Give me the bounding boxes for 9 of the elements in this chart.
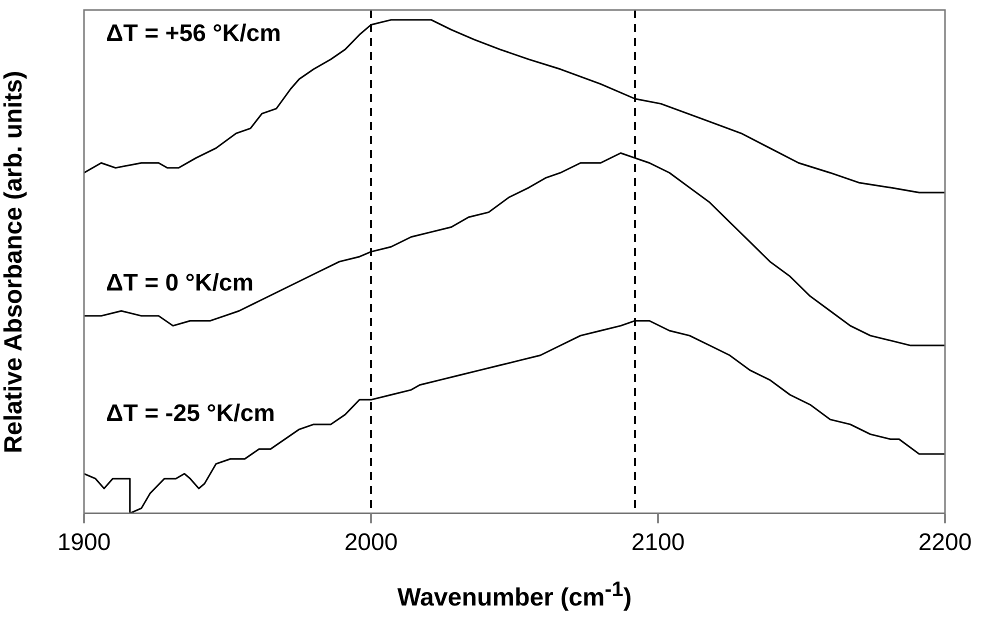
x-tick-label: 2100	[631, 529, 685, 556]
x-tick-label: 1900	[57, 529, 111, 556]
series-label: ΔT = 0 °K/cm	[106, 269, 254, 296]
y-axis-title: Relative Absorbance (arb. units)	[0, 70, 28, 454]
x-axis-title: Wavenumber (cm$^{-1}$)	[396, 578, 633, 612]
x-tick-label: 2000	[344, 529, 398, 556]
x-tick-label: 2200	[918, 529, 972, 556]
series-label: ΔT = -25 °K/cm	[106, 400, 275, 428]
series-label: ΔT = +56 °K/cm	[106, 20, 281, 48]
